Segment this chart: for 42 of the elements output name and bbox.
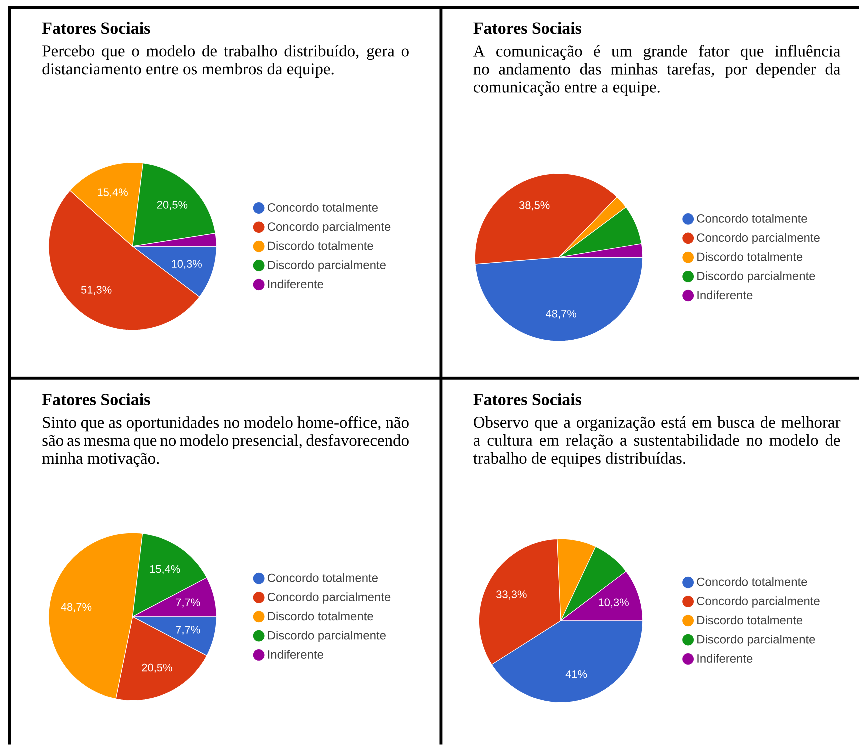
data-label: 33,3% [496,590,527,600]
legend-label: Indiferente [698,290,753,300]
data-label: 7,7% [176,598,200,608]
data-label: 15,4% [150,565,180,574]
data-label: 10,3% [599,598,629,608]
legend-label: Discordo parcialmente [698,272,816,283]
legend-label: Concordo totalmente [268,203,378,212]
chart-title: Fatores Sociais [42,22,150,34]
chart-subtitle: A comunicação é um grande fator que influência no andamento das minhas tarefas, por depender da comunicação entre a equipe. [474,45,841,96]
data-label: 38,5% [519,201,550,210]
data-label: 20,5% [157,201,188,210]
data-label: 10,3% [172,260,202,270]
legend-label: Discordo totalmente [698,252,803,262]
legend-label: Indiferente [268,280,324,288]
legend-label: Concordo parcialmente [697,233,820,244]
chart-title: Fatores Sociais [474,393,582,406]
legend-label: Indiferente [698,654,753,663]
legend-label: Discordo totalmente [698,616,803,625]
chart-subtitle: Sinto que as oportunidades no modelo home-office, não são as mesma que no modelo presencial, desfavorecendo minha motivação. [42,416,409,468]
legend-label: Concordo totalmente [697,214,808,223]
legend-label: Discordo parcialmente [268,630,386,642]
chart-subtitle: Percebo que o modelo de trabalho distribuído, gera o distanciamento entre os membros da equipe. [42,45,409,78]
data-label: 7,7% [176,626,200,636]
legend-label: Concordo totalmente [697,577,808,586]
data-label: 48,7% [61,603,92,612]
chart-title: Fatores Sociais [42,393,150,406]
chart-title: Fatores Sociais [474,22,582,34]
legend-label: Discordo parcialmente [268,260,386,272]
data-label: 41% [566,670,588,678]
data-label: 51,3% [81,286,112,296]
legend-label: Indiferente [268,650,324,659]
chart-subtitle: Observo que a organização está em busca de melhorar a cultura em relação a sustentabilidade no modelo de trabalho de equipes distribuídas. [474,416,841,468]
legend-label: Concordo parcialmente [697,596,820,608]
data-label: 48,7% [546,310,577,319]
legend-label: Concordo parcialmente [268,592,391,604]
legend-label: Discordo parcialmente [698,634,816,646]
legend-label: Discordo totalmente [268,612,374,621]
legend-label: Concordo totalmente [268,573,378,582]
data-label: 15,4% [98,188,128,198]
data-label: 20,5% [142,664,172,673]
legend-label: Discordo totalmente [268,241,374,250]
legend-label: Concordo parcialmente [268,222,391,234]
